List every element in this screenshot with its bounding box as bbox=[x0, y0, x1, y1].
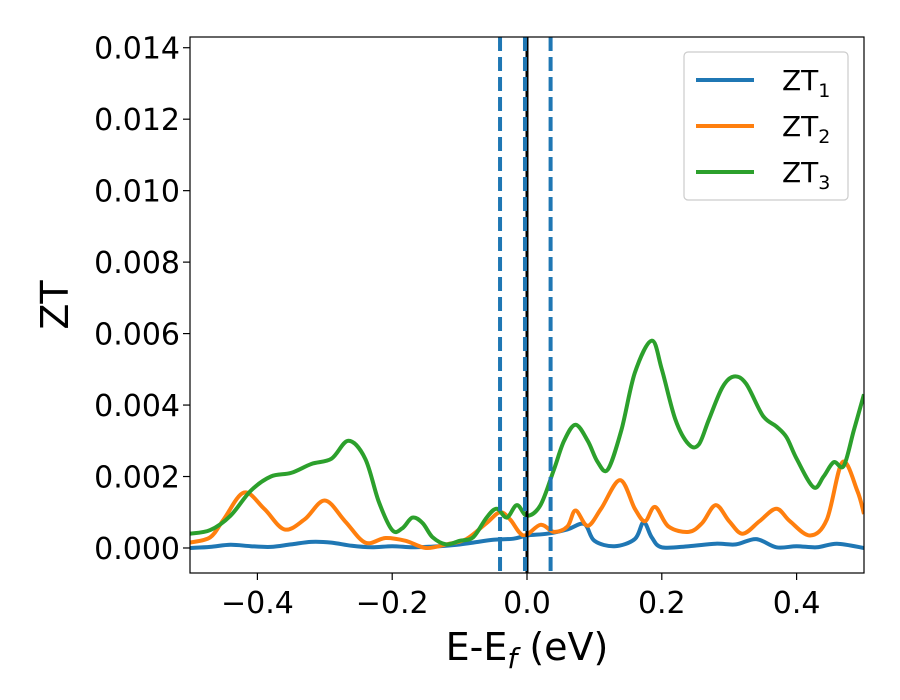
legend-label-zt1: ZT1 bbox=[782, 64, 830, 102]
reference-lines bbox=[498, 37, 553, 573]
x-axis-label: E-Ef (eV) bbox=[446, 625, 609, 675]
x-tick-label: 0.4 bbox=[773, 586, 821, 621]
y-tick-label: 0.002 bbox=[94, 461, 180, 496]
legend: ZT1 ZT2 ZT3 bbox=[683, 51, 849, 201]
y-axis: 0.000 0.002 0.004 0.006 0.008 0.010 0.012 0.014 bbox=[94, 32, 190, 567]
series-line-zt1 bbox=[190, 520, 864, 550]
legend-label-zt3: ZT3 bbox=[782, 156, 830, 194]
y-tick-label: 0.004 bbox=[94, 389, 180, 424]
y-axis-label: ZT bbox=[33, 280, 77, 330]
series-line-zt3 bbox=[190, 338, 864, 547]
x-tick-label: 0.0 bbox=[503, 586, 551, 621]
y-tick-label: 0.008 bbox=[94, 246, 180, 281]
x-tick-label: −0.4 bbox=[221, 586, 294, 621]
x-tick-label: 0.2 bbox=[638, 586, 686, 621]
legend-label-zt2: ZT2 bbox=[782, 110, 830, 148]
y-tick-label: 0.012 bbox=[94, 103, 180, 138]
series-layer bbox=[190, 338, 864, 551]
y-tick-label: 0.000 bbox=[94, 532, 180, 567]
x-axis: −0.4 −0.2 0.0 0.2 0.4 bbox=[221, 573, 820, 621]
y-tick-label: 0.010 bbox=[94, 175, 180, 210]
x-tick-label: −0.2 bbox=[356, 586, 429, 621]
series-line-zt2 bbox=[190, 459, 864, 551]
y-tick-label: 0.014 bbox=[94, 32, 180, 67]
y-tick-label: 0.006 bbox=[94, 318, 180, 353]
legend-box bbox=[683, 51, 849, 201]
